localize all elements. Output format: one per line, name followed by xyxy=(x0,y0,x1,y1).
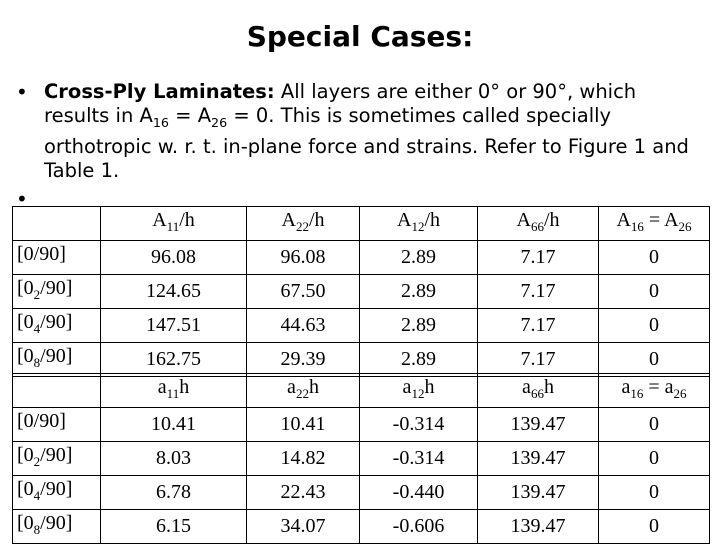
table-row: [04/90] 147.51 44.63 2.89 7.17 0 xyxy=(12,308,710,343)
table-cell: 34.07 xyxy=(246,509,360,544)
laminate-label: [08/90] xyxy=(12,509,101,544)
compliance-table: a11h a22h a12h a66h a16 = a26 [0/90] 10.… xyxy=(12,373,710,544)
bullet-list: • Cross-Ply Laminates: All layers are ei… xyxy=(16,80,696,183)
slide-title: Special Cases: xyxy=(246,20,474,53)
table-cell: 139.47 xyxy=(477,407,599,442)
table-cell: 139.47 xyxy=(477,475,599,510)
header-cell: A66/h xyxy=(477,206,599,241)
table-cell: -0.314 xyxy=(359,407,478,442)
laminate-label: [04/90] xyxy=(12,475,101,510)
empty-bullet-marker: • xyxy=(16,187,28,211)
table-cell: 96.08 xyxy=(100,240,247,275)
table-cell: 0 xyxy=(598,475,710,510)
table-cell: 14.82 xyxy=(246,441,360,476)
table-cell: 0 xyxy=(598,240,710,275)
laminate-label: [0/90] xyxy=(12,240,101,275)
table-cell: 139.47 xyxy=(477,509,599,544)
table-cell: 139.47 xyxy=(477,441,599,476)
table-cell: 2.89 xyxy=(359,274,478,309)
header-cell: a22h xyxy=(246,373,360,408)
table-cell: 0 xyxy=(598,308,710,343)
table-cell: 10.41 xyxy=(246,407,360,442)
laminate-label: [02/90] xyxy=(12,274,101,309)
table-cell: 147.51 xyxy=(100,308,247,343)
stiffness-table: A11/h A22/h A12/h A66/h A16 = A26 [0/90]… xyxy=(12,206,710,377)
bullet-item-cross-ply: • Cross-Ply Laminates: All layers are ei… xyxy=(16,80,696,183)
table-cell: 29.39 xyxy=(246,342,360,377)
table-cell: 2.89 xyxy=(359,240,478,275)
header-cell: a16 = a26 xyxy=(598,373,710,408)
table-row: [0/90] 10.41 10.41 -0.314 139.47 0 xyxy=(12,407,710,442)
table-cell: 67.50 xyxy=(246,274,360,309)
table-cell: 7.17 xyxy=(477,342,599,377)
table-header-row: a11h a22h a12h a66h a16 = a26 xyxy=(12,373,710,408)
table-cell: 0 xyxy=(598,407,710,442)
table-cell: -0.314 xyxy=(359,441,478,476)
subscript: 16 xyxy=(152,114,169,130)
table-cell: 44.63 xyxy=(246,308,360,343)
table-row: [08/90] 6.15 34.07 -0.606 139.47 0 xyxy=(12,509,710,544)
subscript: 26 xyxy=(211,114,228,130)
header-cell: a11h xyxy=(100,373,247,408)
laminate-label: [08/90] xyxy=(12,342,101,377)
table-cell: 22.43 xyxy=(246,475,360,510)
table-cell: 7.17 xyxy=(477,240,599,275)
table-row: [08/90] 162.75 29.39 2.89 7.17 0 xyxy=(12,342,710,377)
table-cell: 0 xyxy=(598,509,710,544)
table-cell: 96.08 xyxy=(246,240,360,275)
table-cell: 2.89 xyxy=(359,308,478,343)
header-cell: A11/h xyxy=(100,206,247,241)
laminate-label: [02/90] xyxy=(12,441,101,476)
table-cell: 124.65 xyxy=(100,274,247,309)
table-row: [0/90] 96.08 96.08 2.89 7.17 0 xyxy=(12,240,710,275)
header-cell: a66h xyxy=(477,373,599,408)
bullet-marker: • xyxy=(16,80,28,104)
table-row: [02/90] 124.65 67.50 2.89 7.17 0 xyxy=(12,274,710,309)
header-cell-empty xyxy=(12,206,101,241)
bullet-term: Cross-Ply Laminates: xyxy=(44,80,275,103)
table-header-row: A11/h A22/h A12/h A66/h A16 = A26 xyxy=(12,206,710,241)
table-row: [02/90] 8.03 14.82 -0.314 139.47 0 xyxy=(12,441,710,476)
header-cell: a12h xyxy=(359,373,478,408)
header-cell: A12/h xyxy=(359,206,478,241)
bullet-text-part: = 0. This is sometimes called specially … xyxy=(44,104,689,182)
bullet-text: Cross-Ply Laminates: All layers are eith… xyxy=(44,80,696,183)
table-row: [04/90] 6.78 22.43 -0.440 139.47 0 xyxy=(12,475,710,510)
bullet-text-part: = A xyxy=(168,104,212,127)
bullet-text-part: All layers are either 0° or 90°, which r… xyxy=(44,80,637,127)
table-cell: 8.03 xyxy=(100,441,247,476)
header-cell: A16 = A26 xyxy=(598,206,710,241)
table-cell: 7.17 xyxy=(477,274,599,309)
header-cell: A22/h xyxy=(246,206,360,241)
laminate-label: [04/90] xyxy=(12,308,101,343)
table-cell: -0.440 xyxy=(359,475,478,510)
table-cell: 10.41 xyxy=(100,407,247,442)
table-cell: -0.606 xyxy=(359,509,478,544)
table-cell: 7.17 xyxy=(477,308,599,343)
table-cell: 162.75 xyxy=(100,342,247,377)
laminate-label: [0/90] xyxy=(12,407,101,442)
table-cell: 2.89 xyxy=(359,342,478,377)
table-cell: 6.78 xyxy=(100,475,247,510)
table-cell: 0 xyxy=(598,342,710,377)
table-cell: 0 xyxy=(598,274,710,309)
table-cell: 0 xyxy=(598,441,710,476)
header-cell-empty xyxy=(12,373,101,408)
table-cell: 6.15 xyxy=(100,509,247,544)
